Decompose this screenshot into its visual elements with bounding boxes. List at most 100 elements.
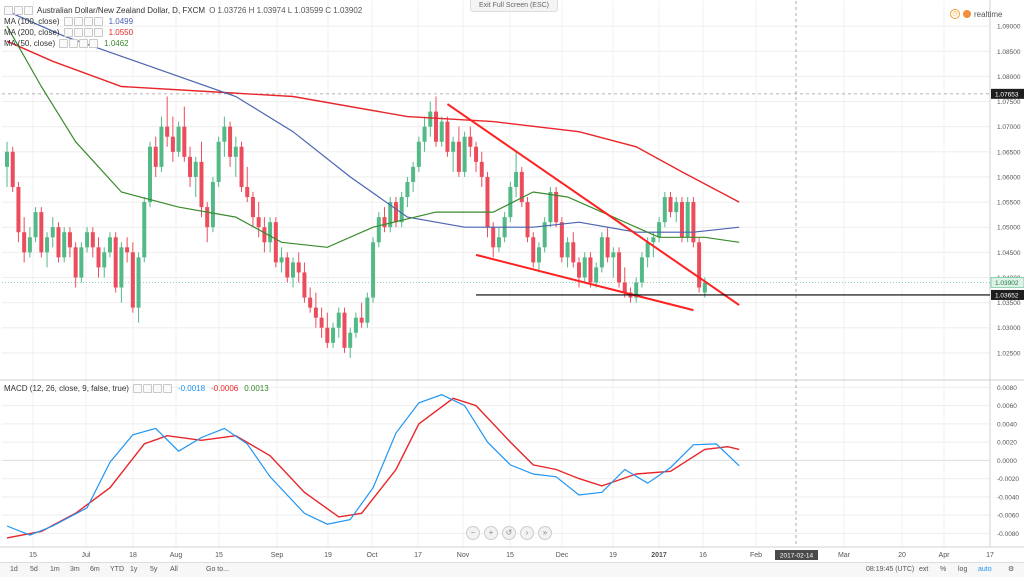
settings-gear-icon[interactable]: ⚙	[1008, 566, 1015, 573]
candle-body	[691, 202, 696, 243]
candle-body	[308, 297, 313, 308]
period-button[interactable]: 3m	[70, 566, 80, 573]
period-button[interactable]: YTD	[110, 566, 124, 573]
candle-body	[256, 217, 261, 228]
candle-body	[399, 197, 404, 223]
candle-body	[594, 267, 599, 283]
macd-line	[6, 394, 740, 536]
exit-fullscreen-button[interactable]: Exit Full Screen (ESC)	[470, 0, 558, 12]
time-tick-label: 17	[986, 552, 994, 559]
candle-body	[582, 257, 587, 278]
highlighted-date: 2017-02-14	[775, 550, 818, 560]
realtime-label: realtime	[974, 9, 1003, 19]
candle-body	[668, 197, 673, 213]
candle-body	[182, 126, 187, 157]
realtime-indicator[interactable]: ◷ realtime	[950, 9, 1002, 19]
candle-body	[336, 312, 341, 328]
ma-legend-icons[interactable]	[59, 39, 99, 48]
macd-tick-label: 0.0060	[997, 403, 1017, 410]
time-tick-label: Aug	[170, 552, 183, 559]
candle-body	[422, 126, 427, 142]
ma-legend-icons[interactable]	[63, 17, 103, 26]
period-button[interactable]: 1y	[130, 566, 138, 573]
candle-body	[136, 257, 141, 308]
scroll-forward-icon[interactable]: ›	[520, 526, 534, 540]
candle-body	[296, 262, 301, 273]
ma-legend-label: MA (100, close)	[4, 17, 60, 26]
price-tick-label: 1.05500	[997, 200, 1021, 207]
candle-body	[73, 247, 78, 278]
macd-tick-label: 0.0040	[997, 421, 1017, 428]
time-tick-label: 2017	[651, 552, 667, 559]
price-tick-label: 1.03000	[997, 325, 1021, 332]
zoom-in-icon[interactable]: +	[484, 526, 498, 540]
candle-body	[428, 111, 433, 127]
ma-legend: MA (100, close) 1.0499	[4, 16, 133, 27]
macd-label: MACD (12, 26, close, 9, false, true)	[4, 384, 129, 393]
candle-body	[674, 202, 679, 213]
percent-toggle[interactable]: %	[940, 566, 947, 573]
candle-body	[291, 262, 295, 278]
zoom-out-icon[interactable]: −	[466, 526, 480, 540]
candle-body	[679, 202, 684, 238]
price-tick-label: 1.02500	[997, 350, 1021, 357]
candle-body	[319, 317, 324, 328]
candle-body	[474, 146, 479, 162]
signal-value: -0.0006	[211, 384, 239, 393]
symbol-legend: Australian Dollar/New Zealand Dollar, D,…	[4, 5, 362, 16]
price-marker-label: 1.03652	[995, 292, 1019, 299]
ma-legend-icons[interactable]	[63, 28, 103, 37]
candle-body	[39, 212, 44, 253]
macd-legend-icons[interactable]	[132, 384, 172, 393]
candle-body	[456, 141, 461, 172]
ma200-line	[6, 40, 740, 203]
bottom-toolbar: 1d 5d 1m 3m 6m YTD 1y 5y All Go to... 08:19:45 (…	[0, 562, 1024, 577]
candle-body	[262, 227, 267, 243]
candle-body	[279, 257, 284, 263]
clock-icon: ◷	[950, 9, 960, 19]
ma-legend-value: 1.0499	[108, 17, 134, 26]
period-button[interactable]: 5y	[150, 566, 158, 573]
price-axis-marker: 1.03652	[991, 289, 1024, 300]
candle-body	[85, 232, 90, 248]
legend-icons[interactable]	[4, 6, 33, 15]
period-button[interactable]: 1m	[50, 566, 60, 573]
period-button[interactable]: 1d	[10, 566, 18, 573]
scroll-end-icon[interactable]: »	[538, 526, 552, 540]
candle-body	[50, 227, 55, 238]
ext-toggle[interactable]: ext	[919, 566, 929, 573]
candle-body	[148, 146, 152, 203]
candle-body	[10, 151, 15, 187]
time-tick-label: 18	[129, 552, 137, 559]
candle-body	[90, 232, 95, 248]
candle-body	[113, 237, 118, 288]
candle-body	[434, 111, 438, 142]
goto-button[interactable]: Go to...	[206, 566, 229, 573]
candle-body	[577, 262, 581, 278]
candle-body	[651, 237, 656, 243]
time-tick-label: Nov	[457, 552, 470, 559]
candle-body	[559, 222, 564, 258]
candle-body	[468, 136, 473, 147]
clock-readout: 08:19:45 (UTC)	[866, 566, 915, 573]
time-tick-label: 17	[414, 552, 422, 559]
log-toggle[interactable]: log	[958, 566, 968, 573]
price-tick-label: 1.09000	[997, 24, 1021, 31]
period-button[interactable]: 6m	[90, 566, 100, 573]
period-button[interactable]: 5d	[30, 566, 38, 573]
candle-body	[67, 232, 72, 248]
time-tick-label: Feb	[750, 552, 762, 559]
ma-legend: MA (50, close) 1.0462	[4, 38, 129, 49]
candle-body	[245, 186, 250, 198]
period-button[interactable]: All	[170, 566, 178, 573]
candle-body	[228, 126, 233, 157]
candle-body	[5, 151, 9, 167]
candle-body	[45, 237, 50, 253]
ma-legend: MA (200, close) 1.0550	[4, 27, 133, 38]
auto-toggle[interactable]: auto	[978, 566, 992, 573]
symbol-title: Australian Dollar/New Zealand Dollar, D,…	[37, 6, 206, 15]
price-tick-label: 1.07500	[997, 99, 1021, 106]
reset-icon[interactable]: ↺	[502, 526, 516, 540]
price-axis-marker: 1.03902	[990, 277, 1024, 288]
